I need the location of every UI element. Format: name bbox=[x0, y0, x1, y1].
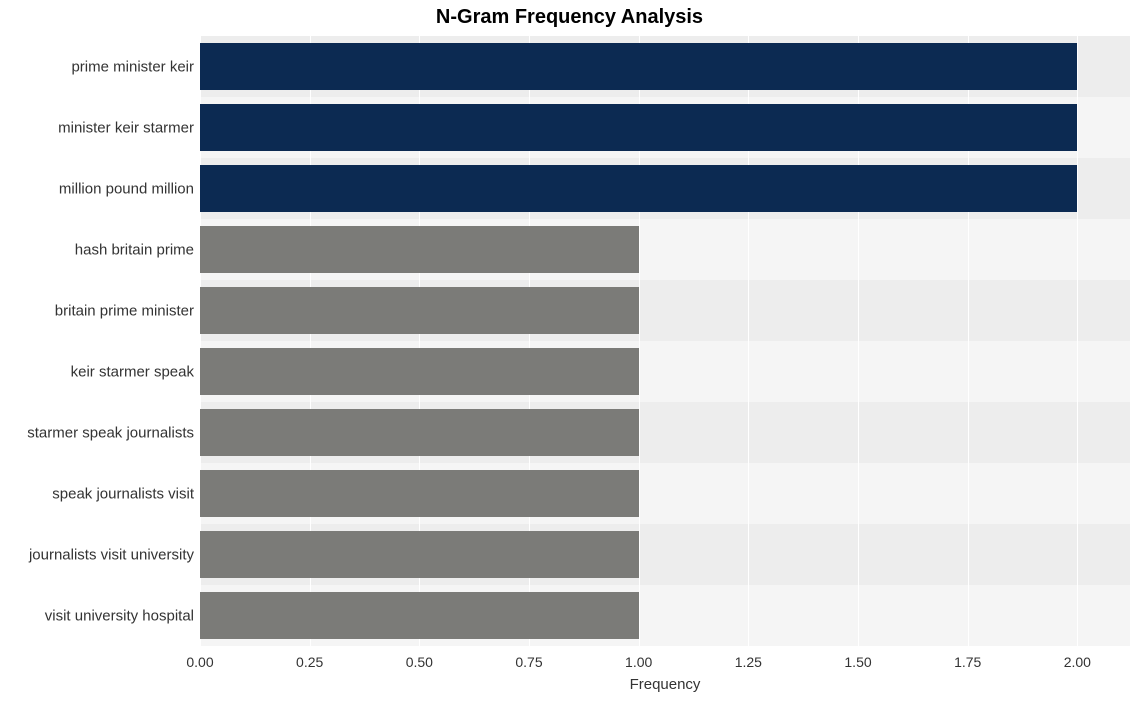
bar-slot bbox=[200, 470, 1130, 518]
ngram-chart: N-Gram Frequency Analysis prime minister… bbox=[0, 0, 1139, 701]
bar bbox=[200, 592, 639, 640]
bar-slot bbox=[200, 531, 1130, 579]
bar bbox=[200, 226, 639, 274]
x-tick-label: 0.50 bbox=[406, 646, 433, 670]
bar-slot bbox=[200, 409, 1130, 457]
x-tick-label: 0.75 bbox=[515, 646, 542, 670]
y-tick-label: visit university hospital bbox=[45, 607, 200, 624]
y-tick-label: million pound million bbox=[59, 180, 200, 197]
x-tick-label: 0.25 bbox=[296, 646, 323, 670]
y-tick-label: starmer speak journalists bbox=[27, 424, 200, 441]
y-tick-label: minister keir starmer bbox=[58, 119, 200, 136]
bar bbox=[200, 409, 639, 457]
x-tick-label: 0.00 bbox=[186, 646, 213, 670]
chart-title: N-Gram Frequency Analysis bbox=[0, 6, 1139, 29]
plot-area: prime minister keirminister keir starmer… bbox=[200, 36, 1130, 646]
bar bbox=[200, 348, 639, 396]
x-tick-label: 1.00 bbox=[625, 646, 652, 670]
y-tick-label: journalists visit university bbox=[29, 546, 200, 563]
x-tick-label: 1.50 bbox=[844, 646, 871, 670]
x-tick-label: 1.25 bbox=[735, 646, 762, 670]
bar bbox=[200, 287, 639, 335]
bar-slot bbox=[200, 104, 1130, 152]
y-tick-label: prime minister keir bbox=[71, 58, 200, 75]
y-tick-label: britain prime minister bbox=[55, 302, 200, 319]
bar bbox=[200, 531, 639, 579]
bar bbox=[200, 104, 1077, 152]
bar bbox=[200, 43, 1077, 91]
x-tick-label: 1.75 bbox=[954, 646, 981, 670]
bar bbox=[200, 470, 639, 518]
y-tick-label: speak journalists visit bbox=[52, 485, 200, 502]
x-axis-title: Frequency bbox=[200, 676, 1130, 693]
chart-panel: prime minister keirminister keir starmer… bbox=[200, 36, 1130, 646]
bar-slot bbox=[200, 287, 1130, 335]
y-tick-label: keir starmer speak bbox=[71, 363, 200, 380]
bar-slot bbox=[200, 348, 1130, 396]
bar bbox=[200, 165, 1077, 213]
y-tick-label: hash britain prime bbox=[75, 241, 200, 258]
bar-slot bbox=[200, 43, 1130, 91]
bar-slot bbox=[200, 592, 1130, 640]
x-tick-label: 2.00 bbox=[1064, 646, 1091, 670]
bar-slot bbox=[200, 165, 1130, 213]
bar-slot bbox=[200, 226, 1130, 274]
